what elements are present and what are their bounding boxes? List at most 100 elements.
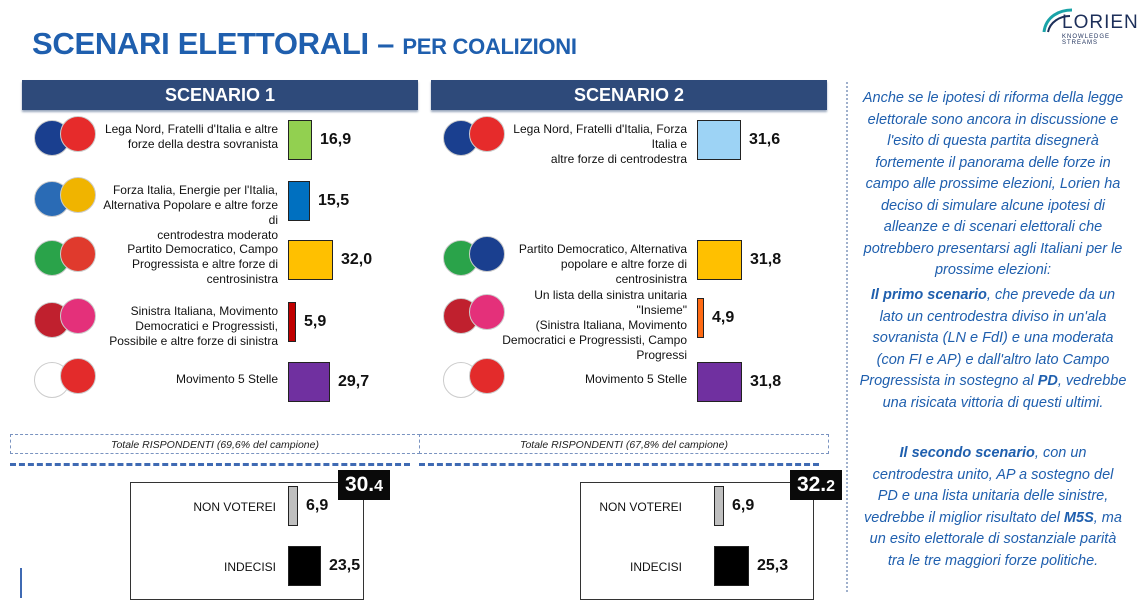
value-label: 15,5	[318, 192, 350, 209]
lorien-logo-text: LORIEN	[1062, 12, 1138, 33]
party-label-line: Sinistra Italiana, Movimento	[130, 304, 278, 318]
party-label-line: Possibile e altre forze di sinistra	[109, 334, 278, 348]
party-label-line: Forza Italia, Energie per l'Italia,	[112, 183, 278, 197]
party-label-line: popolare e altre forze di centrosinistra	[560, 257, 687, 286]
party-logo-icon	[60, 116, 96, 152]
party-logo-icon	[469, 116, 505, 152]
party-label-line: Alternativa Popolare e altre forze di	[103, 198, 278, 227]
party-label-line: centrodestra moderato	[157, 228, 278, 242]
commentary-bold-1: Il primo scenario	[870, 287, 987, 303]
title-sub: PER COALIZIONI	[402, 34, 577, 59]
value-label: 29,7	[338, 373, 370, 390]
party-label-line: Lega Nord, Fratelli d'Italia e altre	[104, 122, 278, 136]
scenario-1-panel: SCENARIO 1 Lega Nord, Fratelli d'Italia e…	[10, 80, 422, 520]
party-logo-group	[34, 236, 98, 282]
party-logo-icon	[469, 236, 505, 272]
party-label-line: Democratici e Progressisti,	[135, 319, 278, 333]
abstention-value: 23,5	[329, 557, 361, 574]
abstention-label: NON VOTEREI	[193, 500, 276, 514]
total-abstention-badge: 30.4	[338, 470, 390, 500]
corner-line	[20, 568, 22, 598]
title-dash: –	[377, 26, 395, 61]
party-logo-group	[443, 358, 507, 404]
party-logo-group	[443, 294, 507, 340]
party-label-line: altre forze di centrodestra	[550, 152, 687, 166]
party-logo-group	[34, 116, 98, 162]
party-logo-icon	[60, 358, 96, 394]
party-logo-icon	[60, 236, 96, 272]
party-logo-group	[34, 358, 98, 404]
value-bar	[697, 298, 704, 338]
page-title: SCENARI ELETTORALI – PER COALIZIONI	[32, 26, 577, 62]
total-abstention-badge: 32.2	[790, 470, 842, 500]
abstention-label: INDECISI	[629, 560, 682, 574]
scenario-2-panel: SCENARIO 2 Lega Nord, Fratelli d'Italia, …	[419, 80, 831, 520]
value-label: 4,9	[712, 309, 735, 326]
value-label: 31,8	[750, 251, 782, 268]
party-logo-group	[34, 177, 98, 223]
commentary-bold-2: PD	[1037, 373, 1058, 389]
party-label-line: Un lista della sinistra unitaria "Insiem…	[534, 288, 687, 317]
commentary-panel: Anche se le ipotesi di riforma della leg…	[846, 82, 1132, 592]
party-label-line: Movimento 5 Stelle	[175, 372, 278, 386]
value-label: 31,6	[749, 131, 781, 148]
title-main: SCENARI ELETTORALI	[32, 26, 369, 61]
badge-decimal: 2	[826, 478, 836, 495]
total-respondents-box: Totale RISPONDENTI (67,8% del campione)	[419, 434, 829, 454]
party-label: Lega Nord, Fratelli d'Italia, Forza Ital…	[501, 122, 687, 167]
party-logo-icon	[469, 358, 505, 394]
commentary-bold-3: Il secondo scenario	[899, 445, 1035, 461]
scenario-2-abstention: 32.2 NON VOTEREI 6,9 INDECISI 25,3	[580, 466, 842, 600]
party-logo-icon	[469, 294, 505, 330]
commentary-text-2b: , vedrebbe una risicata vittoria di ques…	[882, 373, 1127, 411]
value-label: 16,9	[320, 131, 352, 148]
value-bar	[697, 120, 741, 160]
scenario-1-header: SCENARIO 1	[22, 80, 418, 110]
value-bar	[288, 240, 333, 280]
commentary-bold-4: M5S	[1063, 509, 1094, 526]
party-label-line: Progressista e altre forze di	[131, 257, 278, 271]
party-label: Lega Nord, Fratelli d'Italia e altre forz…	[92, 122, 278, 152]
party-label-line: Democratici e Progressisti, Campo	[502, 333, 687, 347]
party-label-line: (Sinistra Italiana, Movimento	[535, 318, 687, 332]
commentary-paragraph-2: Il primo scenario, che prevede da un lat…	[858, 285, 1128, 414]
abstention-frame	[580, 482, 814, 600]
lorien-logo-subtext: KNOWLEDGE STREAMS	[1062, 34, 1111, 46]
dashed-separator	[10, 463, 410, 466]
abstention-bar	[288, 546, 321, 586]
party-label-line: Partito Democratico, Campo	[127, 242, 278, 256]
value-label: 5,9	[304, 313, 327, 330]
party-logo-group	[443, 236, 507, 282]
value-label: 32,0	[341, 251, 373, 268]
value-bar	[288, 302, 296, 342]
value-bar	[288, 120, 312, 160]
value-bar	[288, 181, 310, 221]
party-logo-icon	[60, 298, 96, 334]
abstention-value: 6,9	[732, 497, 755, 514]
party-logo-group	[34, 298, 98, 344]
badge-main: 32.	[796, 473, 827, 496]
abstention-value: 25,3	[757, 557, 789, 574]
abstention-bar	[714, 546, 749, 586]
party-logo-group	[443, 116, 507, 162]
commentary-paragraph-1: Anche se le ipotesi di riforma della leg…	[862, 90, 1124, 278]
dashed-separator	[419, 463, 819, 466]
party-logo-icon	[60, 177, 96, 213]
abstention-value: 6,9	[306, 497, 329, 514]
party-label: Partito Democratico, Alternativa popolare…	[501, 242, 687, 287]
commentary-text-3a: , con un centrodestra unito, AP a sosteg…	[864, 445, 1114, 526]
party-label: Sinistra Italiana, Movimento Democratici …	[92, 304, 278, 349]
party-label: Forza Italia, Energie per l'Italia, Alter…	[92, 183, 278, 243]
party-label-line: forze della destra sovranista	[127, 137, 278, 151]
value-bar	[288, 362, 330, 402]
value-bar	[697, 240, 742, 280]
abstention-bar	[714, 486, 724, 526]
party-label: Movimento 5 Stelle	[501, 372, 687, 387]
scenario-1-abstention: 30.4 NON VOTEREI 6,9 INDECISI 23,5	[130, 466, 390, 600]
party-label-line: Lega Nord, Fratelli d'Italia, Forza Ital…	[513, 122, 687, 151]
party-label: Movimento 5 Stelle	[92, 372, 278, 387]
commentary-text-2a: , che prevede da un lato un centrodestra…	[859, 287, 1116, 389]
badge-decimal: 4	[374, 478, 384, 495]
party-label-line: centrosinistra	[206, 272, 278, 286]
party-label: Partito Democratico, Campo Progressista e…	[92, 242, 278, 287]
